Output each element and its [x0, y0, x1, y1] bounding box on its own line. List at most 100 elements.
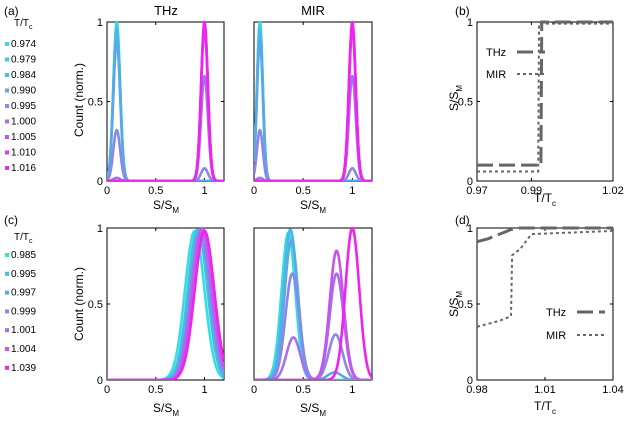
legend-swatch: [5, 271, 9, 276]
y-tick-label: 0: [467, 176, 473, 188]
plot-a-thz: 0 0.5 1 0 0.5 1: [88, 17, 225, 197]
ylabel-b: S/SM: [447, 85, 464, 111]
x-tick-label: 1: [349, 185, 355, 197]
legend-swatch: [5, 347, 9, 351]
legend-item-label: 0.984: [11, 70, 36, 81]
series-1.039: [107, 229, 224, 380]
legend-swatch: [5, 73, 9, 77]
legend-swatch: [5, 104, 9, 108]
y-tick-label: 0: [97, 375, 103, 387]
y-tick-label: 0.5: [88, 97, 103, 109]
series-mir: [476, 228, 614, 328]
legend-item-label: 0.997: [11, 288, 36, 299]
legend-c-title: T/Tc: [14, 232, 33, 245]
ylabel-d: S/SM: [447, 291, 464, 317]
legend-label-mir: MIR: [546, 330, 566, 342]
panel-label-b: (b): [455, 4, 470, 18]
ylabel-c: Count (norm.): [72, 267, 86, 341]
legend-label-mir: MIR: [486, 69, 506, 81]
x-tick-label: 0: [104, 384, 110, 396]
legend-item-label: 0.995: [11, 269, 36, 280]
plot-frame: [476, 21, 614, 182]
x-tick-label: 1: [201, 384, 207, 396]
series-mir: [477, 22, 613, 173]
legend-item-label: 1.010: [11, 148, 36, 159]
series-thz: [476, 226, 613, 244]
xlabel-b: T/Tc: [534, 191, 556, 208]
legend-c-items: 0.985 0.995 0.997 0.999 1.001 1.004 1.039: [5, 250, 36, 374]
legend-a-title: T/Tc: [14, 18, 33, 31]
y-tick-label: 1: [467, 17, 473, 29]
plot-a-mir: 0 0.5 1: [251, 20, 373, 197]
legend-item-label: 0.974: [11, 39, 36, 50]
legend-label-thz: THz: [486, 47, 506, 59]
y-tick-label: 1: [467, 223, 473, 235]
ylabel-a: Count (norm.): [72, 63, 86, 137]
series-thz: [477, 20, 613, 167]
legend-item-label: 0.985: [11, 250, 36, 261]
plot-c-mir: 0 0.5 1: [251, 226, 373, 396]
legend-item-label: 0.979: [11, 55, 36, 66]
plot-frame: [476, 227, 614, 381]
legend-swatch: [5, 119, 9, 124]
plot-d: 0.98 1.01 1.04 0 0.5 1 THz MIR: [458, 223, 624, 396]
x-tick-label: 0.97: [466, 185, 487, 197]
x-tick-label: 0.5: [148, 185, 163, 197]
legend-swatch: [5, 135, 9, 139]
series-0.997: [254, 238, 372, 380]
series-1.001: [254, 272, 372, 380]
series-0.995: [254, 228, 372, 380]
legend-swatch: [5, 365, 9, 370]
x-tick-label: 1.01: [534, 384, 555, 396]
y-tick-label: 1: [97, 223, 103, 235]
y-tick-label: 0.5: [458, 97, 473, 109]
x-tick-label: 0.98: [466, 384, 487, 396]
legend-item-label: 1.000: [11, 117, 36, 128]
legend-item-label: 1.016: [11, 163, 36, 174]
xlabel-c-mir: S/SM: [300, 401, 326, 418]
panel-label-a: (a): [4, 4, 19, 18]
y-tick-label: 0: [467, 375, 473, 387]
x-tick-label: 0.5: [296, 384, 311, 396]
legend-swatch: [5, 88, 9, 93]
legend-a: T/Tc 0.974 0.979 0.984 0.990 0.995 1.000 1.005…: [5, 18, 36, 174]
legend-swatch: [5, 42, 9, 46]
y-tick-label: 0.5: [458, 299, 473, 311]
plot-c-thz: 0 0.5 1 0 0.5 1: [88, 223, 225, 396]
xlabel-a-thz: S/SM: [153, 198, 179, 215]
legend-swatch: [5, 150, 9, 155]
legend-swatch: [5, 328, 9, 333]
legend-swatch: [5, 57, 9, 62]
legend-item-label: 0.999: [11, 306, 36, 317]
series-1.016: [254, 20, 372, 181]
legend-item-label: 0.990: [11, 86, 36, 97]
title-a-thz: THz: [154, 3, 178, 18]
x-tick-label: 0: [251, 185, 257, 197]
xlabel-a-mir: S/SM: [300, 198, 326, 215]
legend-swatch: [5, 253, 9, 257]
plot-frame: [253, 227, 373, 381]
legend-item-label: 0.995: [11, 101, 36, 112]
legend-a-items: 0.974 0.979 0.984 0.990 0.995 1.000 1.005 1.010…: [5, 39, 36, 174]
y-tick-label: 1: [97, 17, 103, 29]
legend-label-thz: THz: [546, 307, 566, 319]
panel-label-c: (c): [4, 213, 18, 227]
legend-swatch: [5, 166, 9, 170]
legend-item-label: 1.005: [11, 132, 36, 143]
x-tick-label: 0.5: [148, 384, 163, 396]
x-tick-label: 1.02: [602, 185, 623, 197]
series-1.039: [254, 226, 372, 380]
x-tick-label: 1: [349, 384, 355, 396]
xlabel-c-thz: S/SM: [153, 401, 179, 418]
y-tick-label: 0: [97, 176, 103, 188]
title-a-mir: MIR: [301, 3, 325, 18]
series-1.004: [254, 249, 372, 380]
series-0.995: [254, 128, 372, 181]
x-tick-label: 1.04: [602, 384, 623, 396]
xlabel-d: T/Tc: [534, 399, 556, 416]
legend-item-label: 1.039: [11, 363, 36, 374]
x-tick-label: 0: [251, 384, 257, 396]
x-tick-label: 0.5: [296, 185, 311, 197]
legend-item-label: 1.004: [11, 344, 36, 355]
